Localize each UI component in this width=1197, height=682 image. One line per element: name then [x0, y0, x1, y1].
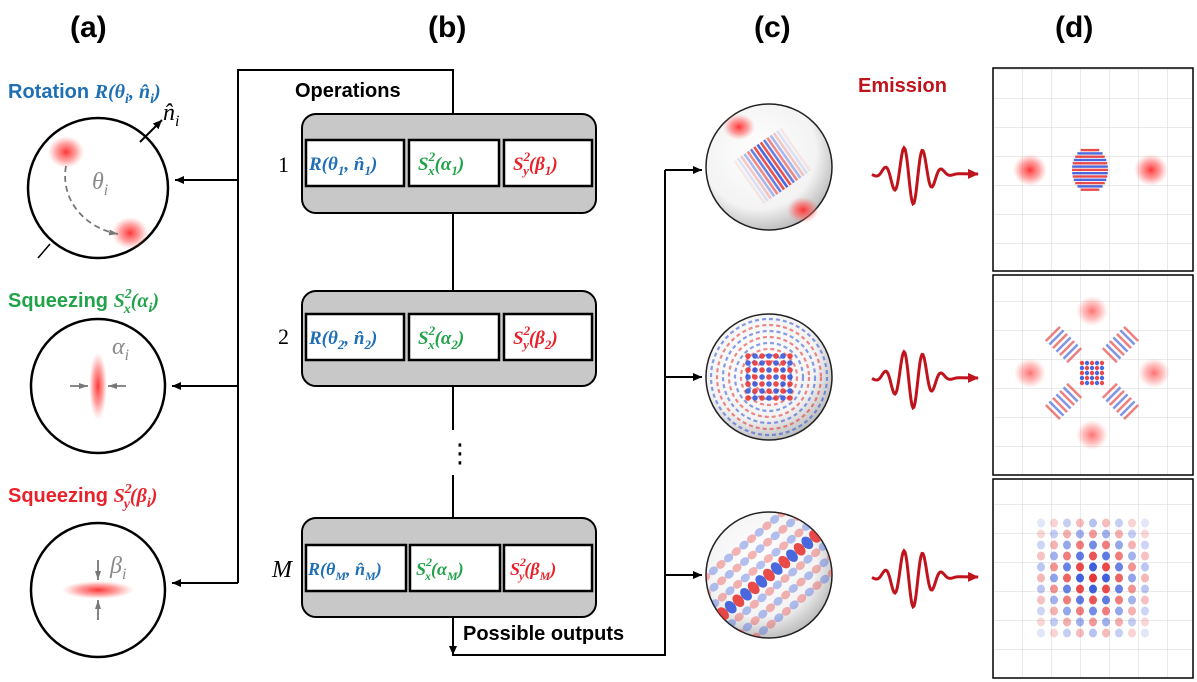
operation-index-1: 1	[278, 152, 289, 177]
squeeze-x-param-label: αi	[112, 334, 129, 364]
wigner-panel-2	[992, 274, 1194, 476]
squeeze-y-box-m	[502, 543, 594, 593]
operation-index-2: 2	[278, 324, 289, 349]
squeeze-y-op-1: S2 y(β1)	[513, 149, 558, 178]
operation-index-m: M	[271, 557, 294, 583]
operations-ellipsis: ⋮	[447, 439, 473, 469]
output-sphere-1	[705, 103, 833, 231]
operation-row-2: 2 R(θ2, n̂2) S2 x(α2) S2 y(β2)	[278, 290, 597, 387]
panel-label-b: (b)	[428, 11, 466, 44]
squeeze-x-op-2: S2 x(α2)	[418, 323, 464, 352]
rotation-state-end	[112, 217, 148, 249]
rotation-angle-label: θi	[92, 169, 108, 199]
rotation-box-2	[304, 312, 406, 362]
rotation-box-1	[304, 138, 406, 188]
output-sphere-3	[705, 511, 833, 639]
rotation-axis-arrow	[139, 119, 163, 143]
panel-label-a: (a)	[70, 11, 107, 44]
rotation-axis-label: n̂i	[163, 100, 179, 130]
operation-row-1: 1 R(θ1, n̂1) S2 x(α1) S2 y(β1)	[278, 113, 597, 214]
squeeze-y-box-1	[502, 138, 594, 188]
emission-wave-2	[871, 349, 979, 411]
wigner-panel-3	[992, 478, 1194, 679]
outputs-connector	[449, 166, 702, 656]
outputs-label: Possible outputs	[463, 623, 624, 645]
rotation-box-m	[304, 543, 408, 593]
operations-heading: Operations	[295, 80, 401, 102]
emission-wave-3	[871, 548, 979, 610]
rotation-state-start	[48, 136, 84, 168]
squeeze-x-title: Squeezing S2 x(αi)	[8, 287, 159, 317]
emission-wave-1	[871, 145, 979, 207]
emission-label: Emission	[858, 75, 947, 97]
squeeze-y-op-m: S2 y(βM)	[510, 555, 556, 583]
rotation-path	[64, 165, 119, 236]
operation-row-m: M R(θM, n̂M) S2 x(αM) S2 y(βM)	[271, 517, 597, 618]
squeeze-y-title: Squeezing S2 y(βi)	[8, 482, 157, 512]
panel-label-c: (c)	[754, 11, 791, 44]
squeeze-x-state	[89, 352, 107, 420]
rotation-title: Rotation R(θi, n̂i)	[8, 81, 161, 107]
squeeze-y-op-2: S2 y(β2)	[513, 323, 558, 352]
squeeze-x-box-1	[407, 138, 501, 188]
squeeze-y-box-2	[502, 312, 594, 362]
squeeze-x-box-m	[408, 543, 502, 593]
wigner-panel-1	[992, 67, 1194, 272]
squeeze-x-box-2	[407, 312, 501, 362]
squeeze-x-op-1: S2 x(α1)	[418, 149, 464, 178]
squeeze-y-state	[62, 581, 134, 599]
squeeze-y-param-label: βi	[109, 553, 126, 583]
panel-label-d: (d)	[1055, 11, 1093, 44]
output-sphere-2	[705, 313, 833, 441]
rotation-axis-tail	[37, 243, 51, 259]
